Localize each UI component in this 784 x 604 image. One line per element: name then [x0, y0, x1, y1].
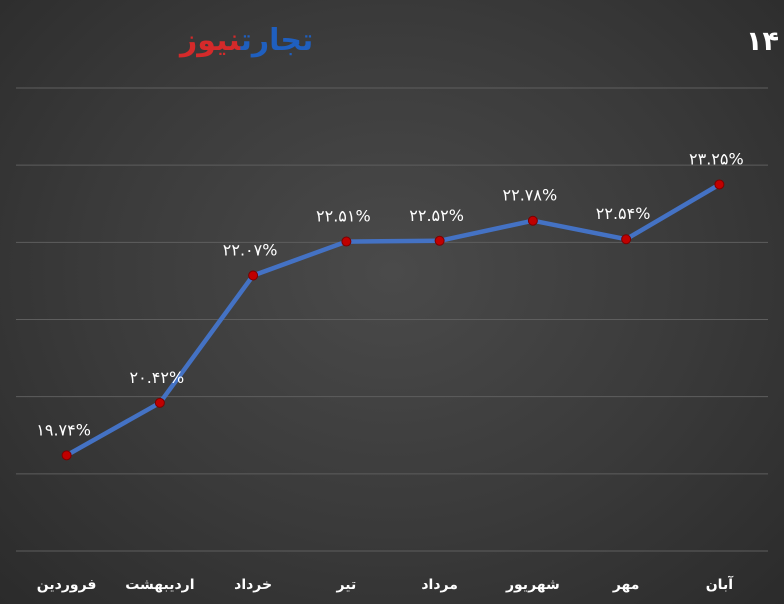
logo-part-red: نیوز — [178, 23, 241, 58]
x-tick-label: خرداد — [234, 577, 272, 593]
data-label: ۲۲.۰۷% — [223, 241, 278, 260]
svg-text:تجارتنیوز: تجارتنیوز — [178, 23, 313, 58]
data-point — [248, 270, 259, 281]
x-tick-label: مرداد — [421, 577, 458, 593]
data-point — [527, 215, 538, 226]
data-label: ۲۳.۲۵% — [689, 149, 744, 168]
data-label: ۲۲.۵۲% — [409, 206, 464, 225]
data-markers — [61, 179, 725, 461]
data-point — [714, 179, 725, 190]
data-label: ۲۲.۷۸% — [503, 186, 558, 205]
data-point — [434, 235, 445, 246]
x-tick-label: شهریور — [505, 577, 560, 593]
data-label: ۲۲.۵۱% — [316, 207, 371, 226]
data-labels: ۱۹.۷۴% ۲۰.۴۲% ۲۲.۰۷% ۲۲.۵۱% ۲۲.۵۲% ۲۲.۷۸% ۲۲.۵… — [36, 149, 743, 439]
chart-title: روند نسبت پول به نقدینگی در سال ۱۴۰۱ — [746, 25, 784, 57]
x-tick-label: مهر — [612, 577, 640, 593]
x-tick-label: آبان — [706, 575, 734, 593]
x-tick-label: اردیبهشت — [125, 577, 194, 593]
x-axis-ticks: فروردین اردیبهشت خرداد تیر مرداد شهریور مهر آبا… — [37, 575, 734, 593]
data-label: ۲۲.۵۴% — [596, 204, 651, 223]
data-point — [154, 397, 165, 408]
gridlines — [16, 87, 768, 552]
data-point — [341, 236, 352, 247]
data-point — [61, 450, 72, 461]
series-line — [64, 182, 722, 458]
logo: تجارتنیوز — [178, 23, 313, 58]
data-point — [621, 234, 632, 245]
data-label: ۱۹.۷۴% — [36, 420, 91, 439]
logo-part-blue: تجارت — [240, 23, 314, 58]
data-label: ۲۰.۴۲% — [130, 368, 185, 387]
x-tick-label: فروردین — [37, 577, 97, 593]
x-tick-label: تیر — [336, 577, 357, 593]
